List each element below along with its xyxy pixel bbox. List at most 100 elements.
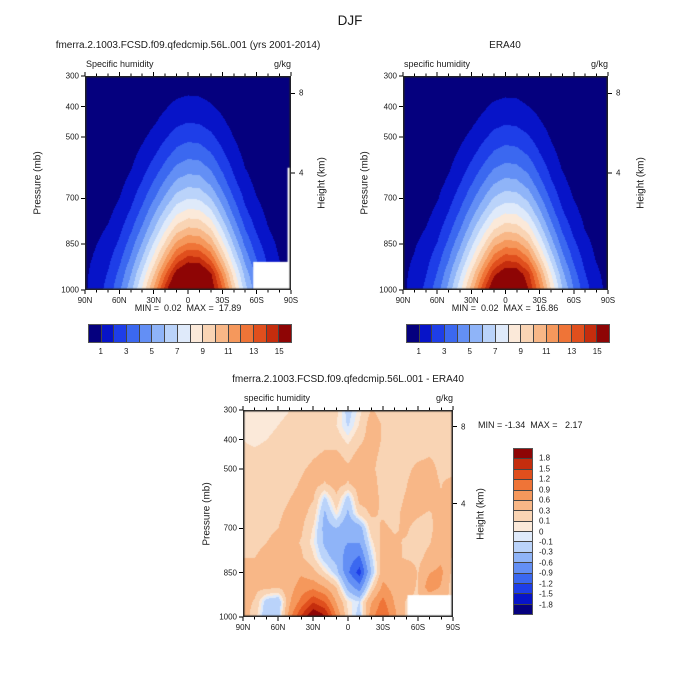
lat-tick-label: 30N	[463, 296, 479, 305]
pressure-axis-label-diff: Pressure (mb)	[201, 482, 213, 546]
colorbar-cell	[514, 458, 532, 469]
colorbar-tick-label: 1.8	[539, 453, 551, 463]
colorbar-cell	[89, 325, 101, 342]
lat-tick-label: 30N	[146, 296, 161, 305]
pressure-tick-label: 500	[223, 464, 237, 474]
colorbar-cell	[418, 325, 432, 342]
colorbar-tick-label: 9	[518, 347, 523, 356]
colorbar-tick-label: 0.1	[539, 516, 551, 526]
colorbar-cell	[514, 551, 532, 563]
pressure-tick-label: 300	[383, 71, 397, 81]
colorbar-cell	[164, 325, 177, 342]
colorbar-tick-label: -0.6	[539, 558, 553, 568]
subtitle-units-era40: g/kg	[590, 59, 608, 69]
colorbar-cell	[520, 325, 533, 342]
model-contour-plot	[85, 76, 291, 290]
colorbar-tick-label: 7	[175, 347, 180, 356]
lat-tick-label: 60N	[429, 296, 445, 305]
pressure-axis-label-model: Pressure (mb)	[32, 151, 44, 215]
height-tick-label: 8	[461, 422, 466, 432]
lat-tick-label: 60S	[410, 623, 426, 632]
colorbar-tick-label: 13	[249, 347, 259, 356]
lat-tick-label: 30N	[305, 623, 321, 632]
lat-tick-label: 90N	[395, 296, 411, 305]
colorbar-cell	[100, 325, 114, 342]
colorbar-cell	[113, 325, 127, 342]
minmax-diff: MIN = -1.34 MAX = 2.17	[478, 420, 583, 430]
pressure-tick-label: 1000	[219, 612, 237, 622]
colorbar-cell	[514, 541, 532, 552]
pressure-tick-label: 850	[65, 239, 79, 249]
lat-tick-label: 30S	[532, 296, 547, 305]
pressure-tick-label: 400	[223, 435, 237, 445]
colorbar-cell	[444, 325, 457, 342]
colorbar-tick-label: 1	[416, 347, 421, 356]
colorbar-tick-label: -0.3	[539, 547, 553, 557]
colorbar-cell	[482, 325, 495, 342]
pressure-tick-label: 700	[65, 193, 79, 203]
colorbar-tick-label: 1.2	[539, 474, 551, 484]
height-tick-label: 4	[299, 168, 304, 178]
colorbar-cell	[514, 449, 532, 459]
colorbar-cell	[514, 510, 532, 521]
panel-title-diff: fmerra.2.1003.FCSD.f09.qfedcmip.56L.001 …	[232, 374, 464, 385]
minmax-era40: MIN = 0.02 MAX = 16.86	[451, 303, 559, 313]
colorbar-cell	[514, 520, 532, 531]
colorbar-cell	[514, 582, 532, 594]
subtitle-units-model: g/kg	[273, 59, 291, 69]
pressure-tick-label: 300	[223, 405, 237, 415]
colorbar-cell	[240, 325, 253, 342]
lat-tick-label: 90S	[283, 296, 299, 305]
lat-tick-label: 90N	[77, 296, 93, 305]
colorbar-tick-label: 13	[567, 347, 577, 356]
colorbar-cell	[558, 325, 571, 342]
colorbar-cell	[431, 325, 445, 342]
colorbar-cell	[227, 325, 241, 342]
colorbar-cell	[176, 325, 190, 342]
colorbar-cell	[514, 531, 532, 542]
colorbar-cell	[252, 325, 266, 342]
subtitle-variable-diff: specific humidity	[244, 393, 311, 403]
colorbar-tick-label: 5	[149, 347, 154, 356]
lat-tick-label: 0	[503, 296, 508, 305]
colorbar-cell	[469, 325, 483, 342]
height-tick-label: 4	[461, 499, 466, 509]
lat-tick-label: 60N	[111, 296, 127, 305]
main-title: DJF	[337, 13, 363, 28]
colorbar-tick-label: -0.1	[539, 537, 553, 547]
subtitle-variable-era40: specific humidity	[404, 59, 471, 69]
colorbar-tick-label: -1.8	[539, 600, 553, 610]
colorbar-tick-label: 0	[539, 527, 544, 536]
lat-tick-label: 30S	[215, 296, 230, 305]
colorbar-cell	[583, 325, 597, 342]
colorbar-tick-label: 0.9	[539, 485, 551, 495]
colorbar-tick-label: 3	[124, 347, 129, 356]
colorbar-tick-label: 0.6	[539, 495, 551, 505]
height-axis-label-era40: Height (km)	[635, 157, 647, 209]
subtitle-variable-model: Specific humidity	[86, 59, 154, 69]
colorbar-cell	[514, 593, 532, 604]
lat-tick-label: 90S	[600, 296, 616, 305]
colorbar-cell	[514, 572, 532, 583]
pressure-tick-label: 850	[223, 568, 237, 578]
colorbar-cell	[514, 479, 532, 490]
colorbar-tick-label: -1.5	[539, 589, 553, 599]
era40-contour-plot	[403, 76, 608, 290]
colorbar-tick-label: 0.3	[539, 506, 551, 516]
lat-tick-label: 0	[185, 296, 191, 305]
pressure-tick-label: 400	[383, 102, 397, 112]
diff-colorbar	[513, 448, 533, 615]
colorbar-cell	[202, 325, 215, 342]
lat-tick-label: 60S	[566, 296, 581, 305]
pressure-axis-label-era40: Pressure (mb)	[359, 151, 371, 215]
colorbar-tick-label: 1.5	[539, 464, 551, 474]
lat-tick-label: 90N	[235, 623, 251, 632]
minmax-model: MIN = 0.02 MAX = 17.89	[134, 303, 242, 313]
height-tick-label: 8	[299, 88, 304, 98]
lat-tick-label: 0	[345, 623, 351, 632]
colorbar-cell	[138, 325, 152, 342]
colorbar-cell	[189, 325, 203, 342]
colorbar-tick-label: -1.2	[539, 579, 553, 589]
era40-colorbar	[406, 324, 610, 343]
